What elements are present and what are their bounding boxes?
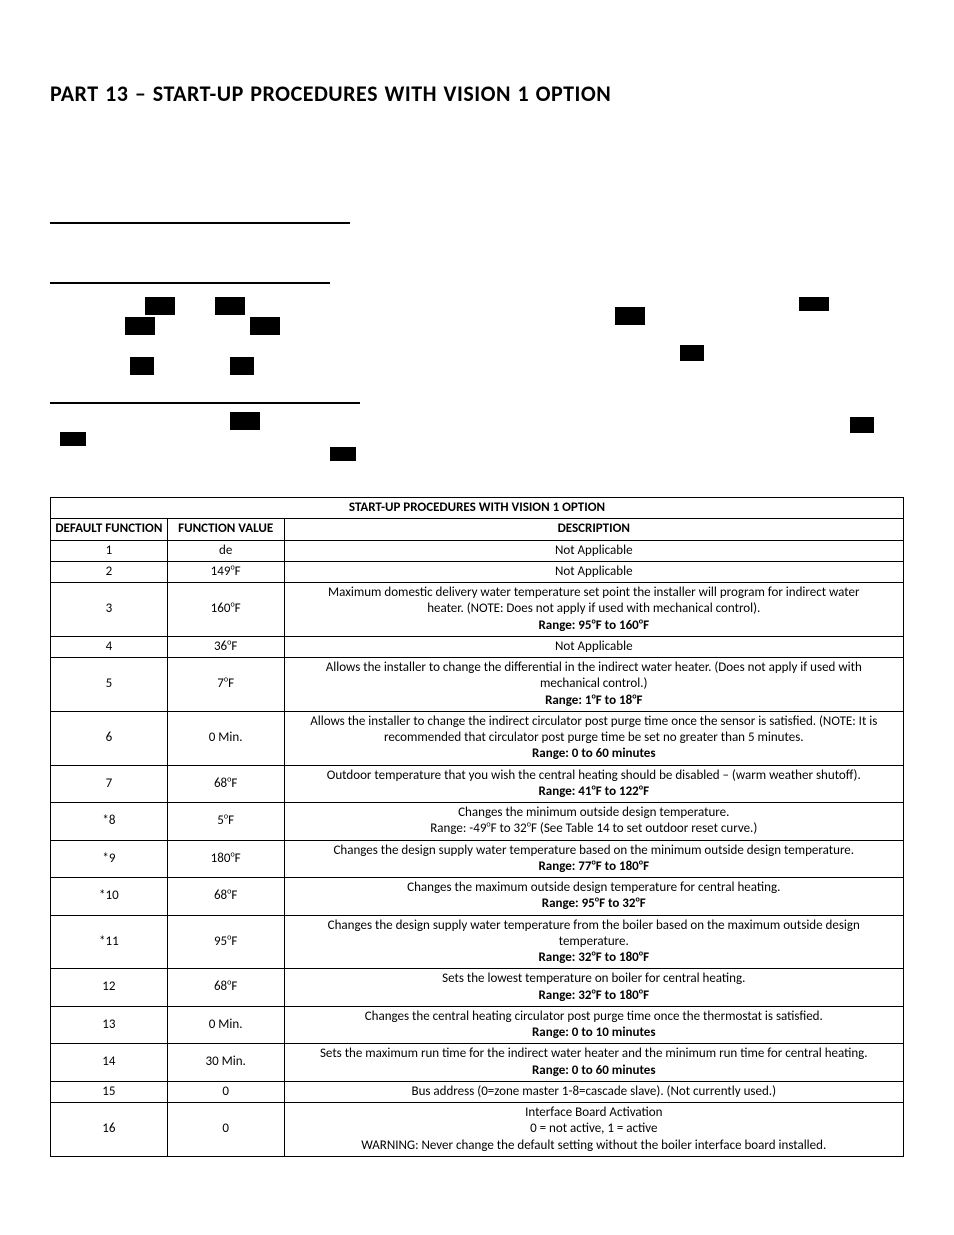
table-row: 1deNot Applicable — [51, 540, 904, 561]
table-row: 160Interface Board Activation0 = not act… — [51, 1103, 904, 1157]
cell-function: 6 — [51, 711, 168, 765]
procedures-table: START-UP PROCEDURES WITH VISION 1 OPTION… — [50, 497, 904, 1157]
cell-value: 149oF — [167, 561, 284, 582]
table-row: *1195oFChanges the design supply water t… — [51, 915, 904, 969]
col-header-value: FUNCTION VALUE — [167, 519, 284, 540]
cell-description: Not Applicable — [284, 540, 903, 561]
cell-value: de — [167, 540, 284, 561]
cell-description: Changes the central heating circulator p… — [284, 1006, 903, 1044]
cell-value: 68oF — [167, 878, 284, 916]
cell-description: Sets the lowest temperature on boiler fo… — [284, 969, 903, 1007]
cell-value: 7oF — [167, 658, 284, 712]
cell-function: 16 — [51, 1103, 168, 1157]
cell-function: 2 — [51, 561, 168, 582]
table-row: 3160oFMaximum domestic delivery water te… — [51, 583, 904, 637]
redaction-bar — [145, 297, 175, 315]
redaction-bar — [850, 417, 874, 433]
cell-function: 15 — [51, 1081, 168, 1102]
cell-description: Not Applicable — [284, 636, 903, 657]
cell-function: 3 — [51, 583, 168, 637]
cell-value: 180oF — [167, 840, 284, 878]
cell-function: 13 — [51, 1006, 168, 1044]
redaction-rule — [50, 282, 330, 284]
cell-description: Changes the maximum outside design tempe… — [284, 878, 903, 916]
redaction-bar — [215, 297, 245, 315]
cell-function: *8 — [51, 803, 168, 841]
cell-description: Allows the installer to change the diffe… — [284, 658, 903, 712]
cell-description: Bus address (0=zone master 1-8=cascade s… — [284, 1081, 903, 1102]
cell-description: Maximum domestic delivery water temperat… — [284, 583, 903, 637]
cell-description: Outdoor temperature that you wish the ce… — [284, 765, 903, 803]
table-row: 57oFAllows the installer to change the d… — [51, 658, 904, 712]
table-row: 150Bus address (0=zone master 1-8=cascad… — [51, 1081, 904, 1102]
cell-value: 5oF — [167, 803, 284, 841]
cell-description: Changes the design supply water temperat… — [284, 840, 903, 878]
table-caption: START-UP PROCEDURES WITH VISION 1 OPTION — [51, 498, 904, 519]
table-row: 1268oFSets the lowest temperature on boi… — [51, 969, 904, 1007]
table-row: *9180oFChanges the design supply water t… — [51, 840, 904, 878]
redaction-bar — [125, 317, 155, 335]
redacted-block-region — [50, 147, 904, 497]
cell-value: 68oF — [167, 765, 284, 803]
cell-description: Changes the design supply water temperat… — [284, 915, 903, 969]
cell-value: 0 — [167, 1103, 284, 1157]
redaction-bar — [680, 345, 704, 361]
redaction-bar — [60, 432, 86, 446]
redaction-bar — [799, 297, 829, 311]
cell-function: 7 — [51, 765, 168, 803]
redaction-bar — [130, 357, 154, 375]
cell-function: 1 — [51, 540, 168, 561]
cell-value: 95oF — [167, 915, 284, 969]
table-row: 1430 Min.Sets the maximum run time for t… — [51, 1044, 904, 1082]
table-row: *85oFChanges the minimum outside design … — [51, 803, 904, 841]
cell-value: 160oF — [167, 583, 284, 637]
cell-value: 30 Min. — [167, 1044, 284, 1082]
redaction-bar — [230, 357, 254, 375]
redaction-rule — [50, 222, 350, 224]
redaction-bar — [250, 317, 280, 335]
cell-function: 4 — [51, 636, 168, 657]
redaction-bar — [615, 307, 645, 325]
cell-function: *10 — [51, 878, 168, 916]
cell-description: Not Applicable — [284, 561, 903, 582]
cell-function: 14 — [51, 1044, 168, 1082]
col-header-description: DESCRIPTION — [284, 519, 903, 540]
cell-function: 12 — [51, 969, 168, 1007]
cell-value: 68oF — [167, 969, 284, 1007]
page-title: PART 13 – START-UP PROCEDURES WITH VISIO… — [50, 80, 904, 107]
cell-description: Allows the installer to change the indir… — [284, 711, 903, 765]
cell-value: 36oF — [167, 636, 284, 657]
cell-function: *11 — [51, 915, 168, 969]
table-row: 768oFOutdoor temperature that you wish t… — [51, 765, 904, 803]
cell-description: Interface Board Activation0 = not active… — [284, 1103, 903, 1157]
cell-function: *9 — [51, 840, 168, 878]
table-row: *1068oFChanges the maximum outside desig… — [51, 878, 904, 916]
redaction-bar — [230, 412, 260, 430]
cell-description: Changes the minimum outside design tempe… — [284, 803, 903, 841]
redaction-bar — [330, 447, 356, 461]
table-row: 2149oFNot Applicable — [51, 561, 904, 582]
table-row: 130 Min.Changes the central heating circ… — [51, 1006, 904, 1044]
cell-value: 0 Min. — [167, 711, 284, 765]
table-row: 60 Min.Allows the installer to change th… — [51, 711, 904, 765]
cell-value: 0 Min. — [167, 1006, 284, 1044]
cell-value: 0 — [167, 1081, 284, 1102]
redaction-rule — [50, 402, 360, 404]
col-header-function: DEFAULT FUNCTION — [51, 519, 168, 540]
table-row: 436oFNot Applicable — [51, 636, 904, 657]
cell-description: Sets the maximum run time for the indire… — [284, 1044, 903, 1082]
cell-function: 5 — [51, 658, 168, 712]
